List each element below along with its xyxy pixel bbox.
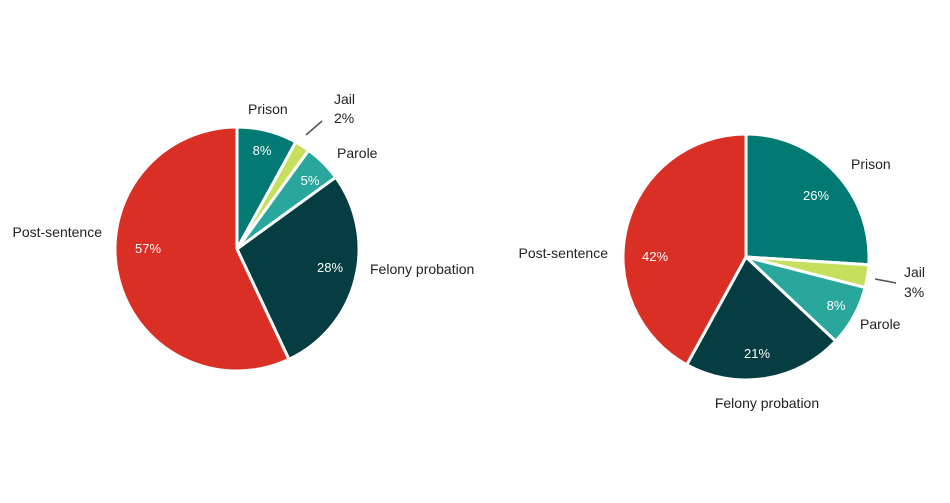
- right-slice-post-sentence: [621, 132, 748, 367]
- left-pie-slices: [113, 125, 361, 373]
- right-value-jail: 3%: [904, 284, 924, 300]
- right-label-jail: Jail: [904, 264, 925, 280]
- left-label-felony-probation: Felony probation: [370, 261, 474, 277]
- left-label-jail: Jail: [334, 91, 355, 107]
- right-pie: Prison Jail 3% Parole Felony probation P…: [519, 132, 925, 411]
- left-leader-jail: [305, 120, 323, 136]
- left-value-parole: 5%: [301, 173, 320, 188]
- right-value-post-sentence: 42%: [642, 249, 668, 264]
- left-label-parole: Parole: [337, 145, 378, 161]
- left-label-prison: Prison: [248, 101, 288, 117]
- right-value-prison: 26%: [803, 188, 829, 203]
- right-slice-prison: [744, 132, 871, 267]
- right-slice-felony-probation: [685, 255, 838, 382]
- left-slice-post-sentence: [113, 125, 291, 373]
- right-value-parole: 8%: [827, 298, 846, 313]
- right-label-felony-probation: Felony probation: [715, 395, 819, 411]
- left-value-post-sentence: 57%: [135, 241, 161, 256]
- left-value-prison: 8%: [253, 143, 272, 158]
- right-label-prison: Prison: [851, 156, 891, 172]
- left-label-post-sentence: Post-sentence: [13, 224, 103, 240]
- left-slice-felony-probation: [235, 175, 361, 361]
- left-value-felony-probation: 28%: [317, 260, 343, 275]
- right-label-parole: Parole: [860, 316, 901, 332]
- right-value-felony-probation: 21%: [744, 346, 770, 361]
- right-leader-jail: [874, 278, 897, 284]
- right-label-post-sentence: Post-sentence: [519, 245, 609, 261]
- left-value-jail: 2%: [334, 110, 354, 126]
- left-pie: Prison Jail 2% Parole Felony probation P…: [13, 91, 474, 373]
- right-pie-slices: [621, 132, 871, 382]
